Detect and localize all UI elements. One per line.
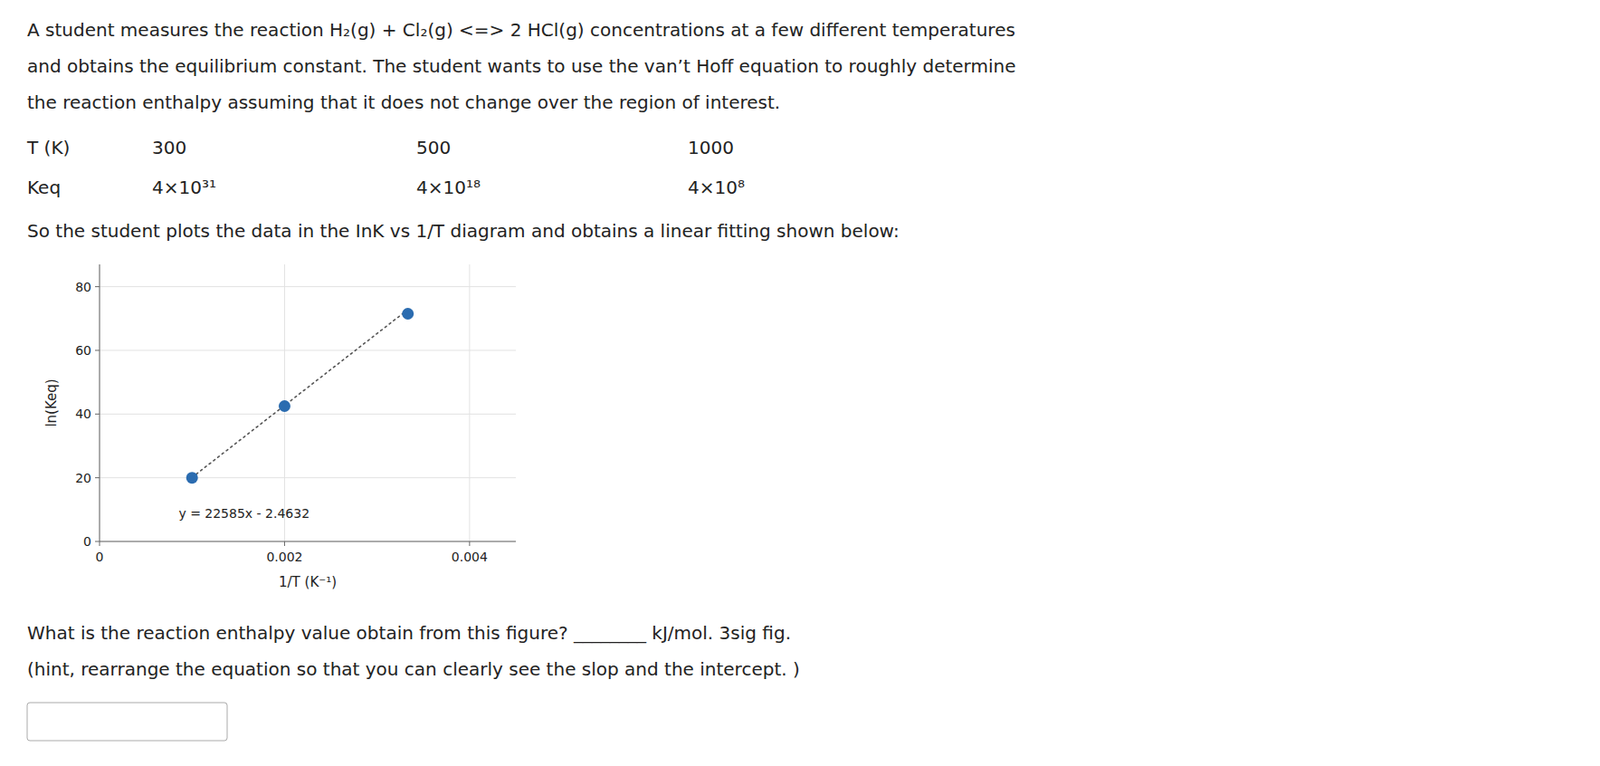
y-tick bbox=[95, 285, 100, 287]
intro-line: the reaction enthalpy assuming that it d… bbox=[27, 91, 781, 114]
subtitle: So the student plots the data in the InK… bbox=[27, 219, 900, 242]
question-text: (hint, rearrange the equation so that yo… bbox=[27, 657, 800, 680]
x-tick bbox=[468, 541, 470, 546]
table-cell: 4×10⁸ bbox=[687, 176, 745, 199]
y-grid-line bbox=[99, 413, 516, 415]
x-axis-label: 1/T (K⁻¹) bbox=[278, 573, 337, 591]
x-grid-line bbox=[468, 264, 470, 542]
intro-line: and obtains the equilibrium constant. Th… bbox=[27, 55, 1016, 77]
axes: 0 0.002 0.004 0 20 40 60 80 bbox=[75, 264, 516, 564]
y-tick-label: 80 bbox=[75, 279, 92, 295]
x-tick bbox=[284, 541, 286, 546]
y-tick bbox=[95, 413, 100, 415]
y-grid-line bbox=[99, 285, 516, 287]
plot-data bbox=[186, 307, 414, 484]
intro-line: A student measures the reaction H₂(g) + … bbox=[27, 19, 1016, 41]
grid bbox=[99, 264, 516, 542]
x-tick-label: 0.004 bbox=[451, 549, 488, 564]
y-tick bbox=[95, 541, 100, 543]
x-axis-line bbox=[99, 541, 516, 543]
y-grid-line bbox=[99, 476, 516, 478]
data-point bbox=[278, 400, 291, 412]
y-tick bbox=[95, 349, 100, 351]
fit-line bbox=[191, 309, 408, 477]
background bbox=[0, 0, 1600, 766]
table-cell: 300 bbox=[152, 136, 187, 159]
table-row-label: Keq bbox=[27, 176, 61, 199]
y-grid-line bbox=[99, 349, 516, 351]
y-axis-line bbox=[99, 264, 101, 542]
answer-box[interactable] bbox=[27, 702, 228, 741]
table-cell: 500 bbox=[416, 136, 451, 159]
y-tick-label: 20 bbox=[75, 470, 92, 486]
table-cell: 4×10³¹ bbox=[152, 176, 217, 199]
x-grid-line bbox=[99, 264, 101, 542]
table-cell: 4×10¹⁸ bbox=[416, 176, 481, 199]
y-tick bbox=[95, 476, 100, 478]
y-tick-label: 0 bbox=[83, 533, 92, 549]
question-text: What is the reaction enthalpy value obta… bbox=[27, 621, 791, 644]
data-point bbox=[186, 471, 199, 484]
x-tick-label: 0 bbox=[95, 549, 105, 564]
data-point bbox=[401, 307, 414, 320]
fit-equation: y = 22585x - 2.4632 bbox=[178, 505, 310, 521]
x-tick-label: 0.002 bbox=[266, 549, 303, 564]
x-tick bbox=[99, 541, 101, 546]
table-row-label: T (K) bbox=[26, 136, 70, 159]
y-grid-line bbox=[99, 541, 516, 543]
y-axis-label: ln(Keq) bbox=[43, 378, 60, 427]
y-tick-label: 40 bbox=[75, 406, 92, 421]
worksheet: A student measures the reaction H₂(g) + … bbox=[0, 0, 1600, 766]
table-cell: 1000 bbox=[687, 136, 734, 159]
y-tick-label: 60 bbox=[75, 342, 92, 358]
